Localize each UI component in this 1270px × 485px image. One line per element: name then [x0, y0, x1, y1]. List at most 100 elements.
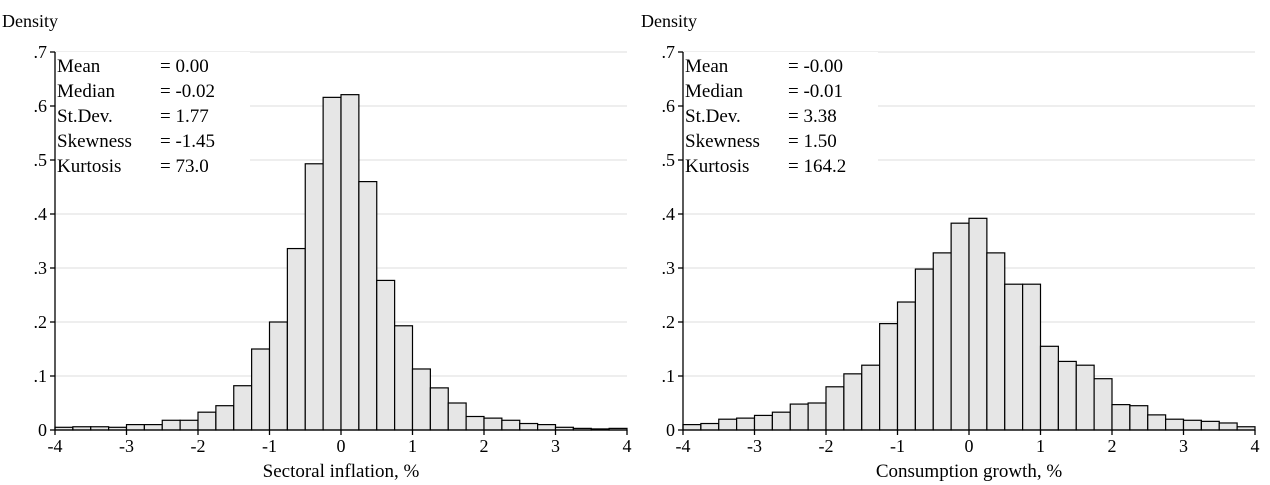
x-tick-label: -4 — [48, 436, 63, 456]
histogram-bar — [376, 279, 396, 431]
stat-value: = 164.2 — [788, 156, 846, 177]
histogram-bar — [718, 418, 738, 431]
histogram-bar — [447, 402, 467, 431]
x-tick-label: -3 — [747, 436, 762, 456]
y-tick-label: .3 — [34, 258, 48, 278]
histogram-bar — [465, 415, 485, 431]
x-tick-label: 2 — [1108, 436, 1117, 456]
stat-value: = 1.77 — [160, 106, 209, 127]
x-axis-label: Consumption growth, % — [876, 461, 1062, 482]
histogram-bar — [143, 424, 163, 431]
stat-value: = 73.0 — [160, 156, 209, 177]
histogram-bar — [1039, 345, 1059, 431]
histogram-bar — [1075, 364, 1095, 431]
histogram-bar — [736, 417, 756, 431]
x-tick-label: 0 — [337, 436, 346, 456]
stat-label: Kurtosis — [57, 156, 121, 177]
histogram-bar — [771, 411, 791, 431]
stat-label: Skewness — [685, 131, 760, 152]
x-tick-label: 3 — [551, 436, 560, 456]
histogram-bar — [411, 368, 431, 431]
histogram-bar — [179, 419, 199, 431]
stat-value: = 3.38 — [788, 106, 837, 127]
y-tick-label: .5 — [662, 150, 676, 170]
x-tick-label: 4 — [623, 436, 632, 456]
stat-value: = -0.00 — [788, 56, 843, 77]
histogram-bar — [519, 422, 539, 431]
histogram-bar — [429, 387, 449, 431]
x-tick-label: 1 — [408, 436, 417, 456]
histogram-bar — [968, 217, 988, 431]
histogram-bar — [753, 414, 773, 431]
histogram-bar — [1182, 419, 1202, 431]
histogram-bar — [932, 252, 952, 431]
histogram-bar — [268, 321, 288, 431]
stats-box — [684, 52, 878, 190]
x-tick-label: 3 — [1179, 436, 1188, 456]
histogram-bar — [789, 403, 809, 431]
histogram-bar — [896, 301, 916, 431]
histogram-bar — [1057, 360, 1077, 431]
y-tick-label: .4 — [34, 204, 48, 224]
y-axis-label: Density — [641, 11, 697, 31]
y-tick-label: .6 — [662, 96, 676, 116]
y-tick-label: .1 — [662, 366, 676, 386]
stat-label: Kurtosis — [685, 156, 749, 177]
histogram-bar — [340, 94, 360, 431]
stat-label: St.Dev. — [57, 106, 113, 127]
stat-value: = 1.50 — [788, 131, 837, 152]
histogram-bar — [950, 222, 970, 431]
histogram-bar — [1165, 418, 1185, 431]
stat-label: Mean — [57, 56, 101, 77]
histogram-bar — [914, 268, 934, 431]
histogram-bar — [807, 402, 827, 431]
stat-label: Median — [57, 81, 116, 102]
histogram-bar — [286, 247, 306, 431]
histogram-bar — [537, 424, 557, 431]
histogram-bar — [1093, 378, 1113, 431]
stat-value: = -0.02 — [160, 81, 215, 102]
stat-value: = 0.00 — [160, 56, 209, 77]
histogram-bar — [861, 364, 881, 431]
x-tick-label: 0 — [965, 436, 974, 456]
x-tick-label: 4 — [1251, 436, 1260, 456]
histogram-bar — [394, 325, 414, 431]
histogram-bar — [215, 405, 235, 431]
histogram-bar — [1147, 414, 1167, 431]
histogram-bar — [304, 163, 324, 431]
stat-value: = -1.45 — [160, 131, 215, 152]
y-tick-label: .1 — [34, 366, 48, 386]
histogram-bar — [1218, 422, 1238, 431]
histogram-bar — [682, 424, 702, 431]
y-tick-label: 0 — [666, 420, 675, 440]
histogram-bar — [1111, 404, 1131, 431]
histogram-bar — [501, 419, 521, 431]
y-tick-label: .4 — [662, 204, 676, 224]
histogram-bar — [125, 424, 145, 431]
histogram-bar — [358, 181, 378, 431]
x-tick-label: 1 — [1036, 436, 1045, 456]
y-tick-label: .7 — [662, 42, 676, 62]
stats-box — [56, 52, 250, 190]
histogram-bar — [251, 348, 271, 431]
histogram-bar — [700, 422, 720, 431]
y-tick-label: .2 — [34, 312, 48, 332]
stat-label: St.Dev. — [685, 106, 741, 127]
y-tick-label: 0 — [38, 420, 47, 440]
y-tick-label: .5 — [34, 150, 48, 170]
histogram-bar — [879, 323, 899, 431]
x-tick-label: 2 — [480, 436, 489, 456]
stat-label: Skewness — [57, 131, 132, 152]
x-axis-label: Sectoral inflation, % — [263, 461, 420, 482]
consumption-growth-histogram: Density 0 .1 .2 .3 .4 .5 .6 .7 -4 -3 -2 -1 0 1 2 3 4 Consu… — [641, 11, 1260, 482]
x-tick-label: -2 — [191, 436, 206, 456]
stat-label: Mean — [685, 56, 729, 77]
x-tick-label: -4 — [676, 436, 691, 456]
histogram-bar — [161, 419, 181, 431]
x-tick-label: -1 — [262, 436, 277, 456]
histogram-bar — [483, 417, 503, 431]
histogram-bar — [322, 96, 342, 431]
histogram-bar — [1004, 283, 1024, 431]
y-axis-label: Density — [2, 11, 58, 31]
